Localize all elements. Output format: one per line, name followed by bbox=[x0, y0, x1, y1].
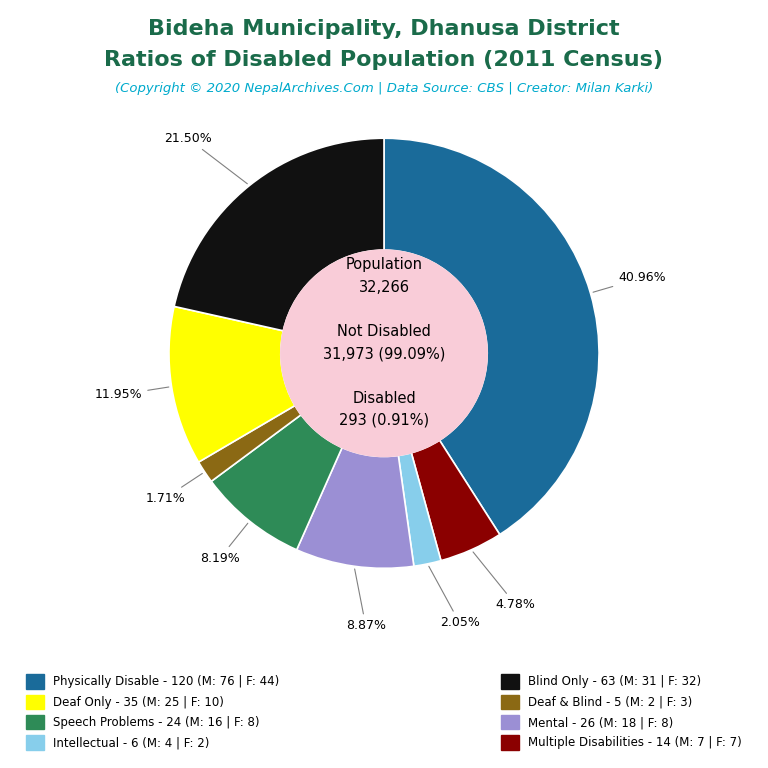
Text: 4.78%: 4.78% bbox=[473, 552, 535, 611]
Wedge shape bbox=[199, 406, 301, 482]
Wedge shape bbox=[399, 453, 441, 566]
Text: 40.96%: 40.96% bbox=[593, 271, 666, 292]
Text: Population
32,266

Not Disabled
31,973 (99.09%)

Disabled
293 (0.91%): Population 32,266 Not Disabled 31,973 (9… bbox=[323, 257, 445, 428]
Wedge shape bbox=[169, 306, 295, 462]
Text: (Copyright © 2020 NepalArchives.Com | Data Source: CBS | Creator: Milan Karki): (Copyright © 2020 NepalArchives.Com | Da… bbox=[115, 82, 653, 95]
Wedge shape bbox=[211, 415, 342, 550]
Wedge shape bbox=[296, 448, 414, 568]
Text: 1.71%: 1.71% bbox=[145, 473, 202, 505]
Text: Bideha Municipality, Dhanusa District: Bideha Municipality, Dhanusa District bbox=[148, 19, 620, 39]
Legend: Blind Only - 63 (M: 31 | F: 32), Deaf & Blind - 5 (M: 2 | F: 3), Mental - 26 (M:: Blind Only - 63 (M: 31 | F: 32), Deaf & … bbox=[496, 670, 746, 754]
Text: 8.19%: 8.19% bbox=[200, 523, 248, 564]
Text: 2.05%: 2.05% bbox=[429, 566, 479, 629]
Circle shape bbox=[281, 250, 487, 456]
Text: 8.87%: 8.87% bbox=[346, 569, 386, 632]
Wedge shape bbox=[174, 138, 384, 331]
Wedge shape bbox=[412, 440, 500, 561]
Legend: Physically Disable - 120 (M: 76 | F: 44), Deaf Only - 35 (M: 25 | F: 10), Speech: Physically Disable - 120 (M: 76 | F: 44)… bbox=[22, 670, 284, 754]
Wedge shape bbox=[384, 138, 599, 535]
Text: 21.50%: 21.50% bbox=[164, 132, 247, 184]
Text: Ratios of Disabled Population (2011 Census): Ratios of Disabled Population (2011 Cens… bbox=[104, 50, 664, 70]
Text: 11.95%: 11.95% bbox=[94, 387, 169, 402]
